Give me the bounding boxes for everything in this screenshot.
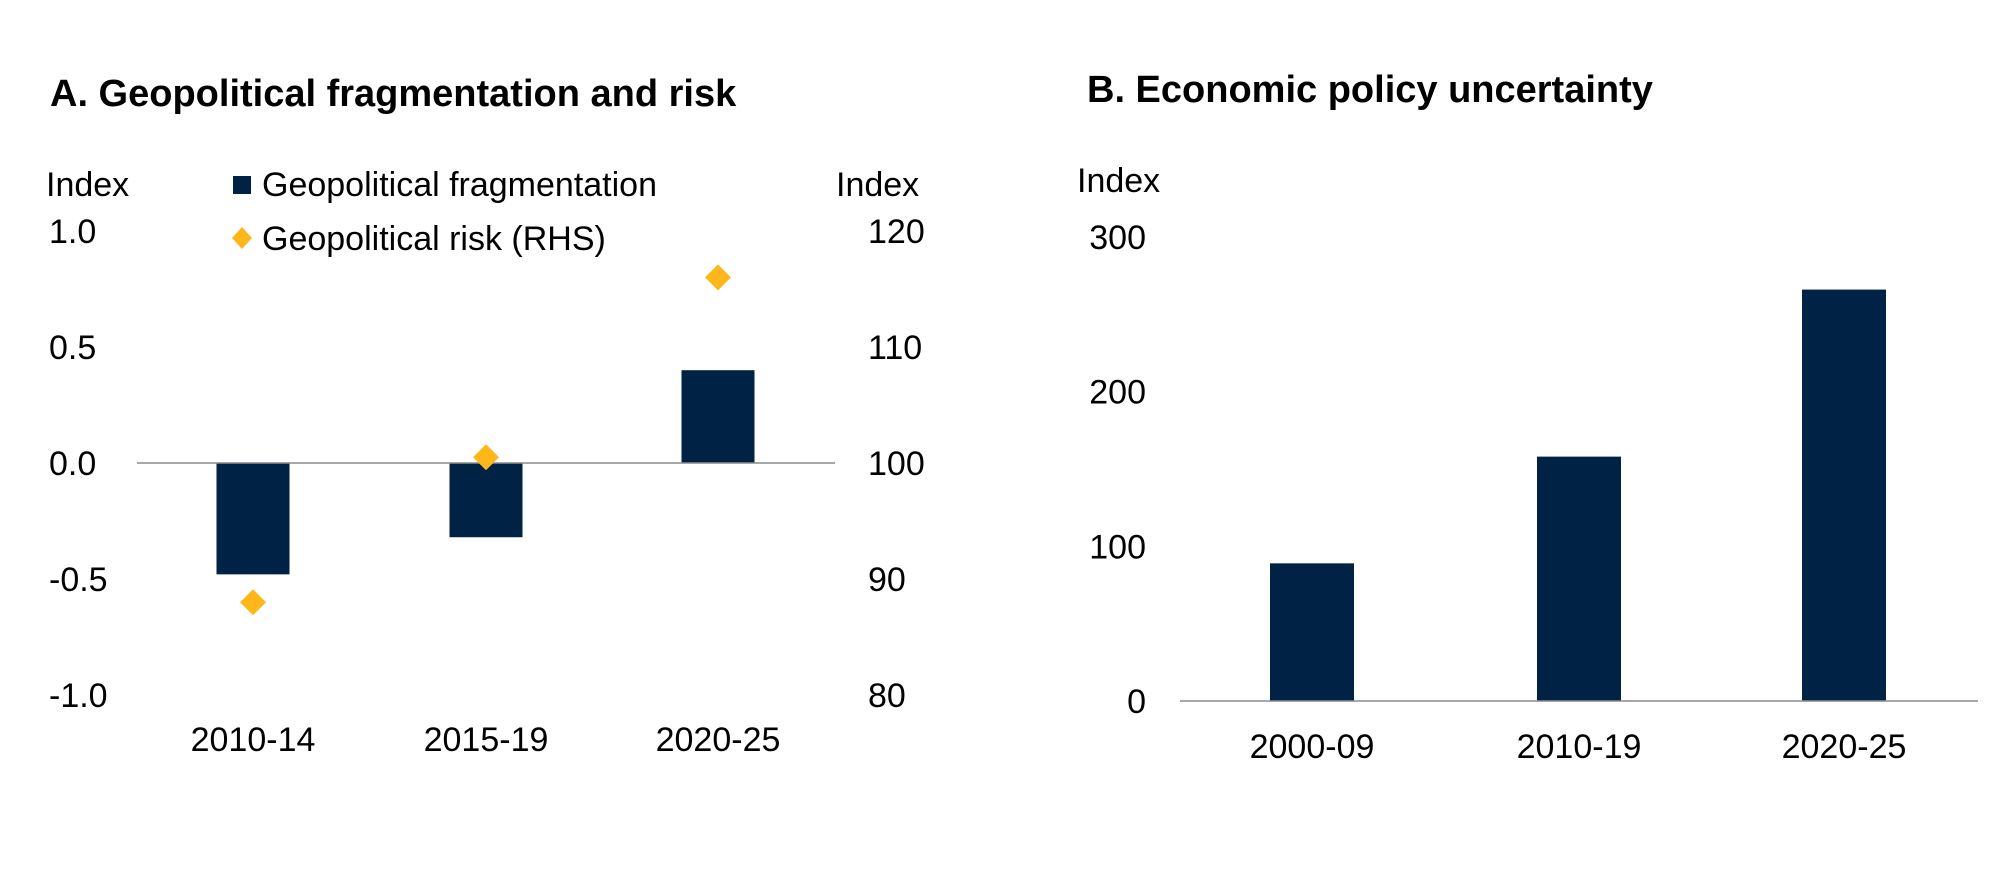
- chart-a-risk-marker: [240, 589, 266, 616]
- chart-b-tick: 0: [1127, 683, 1146, 721]
- chart-b-title: B. Economic policy uncertainty: [1087, 69, 1653, 111]
- chart-b-tick: 300: [1089, 219, 1146, 257]
- chart-a-risk-marker: [705, 264, 731, 291]
- chart-b-bar: [1270, 563, 1354, 701]
- legend-risk-label: Geopolitical risk (RHS): [262, 220, 606, 258]
- chart-a-markers: [240, 264, 731, 616]
- chart-a-right-tick: 110: [868, 329, 922, 367]
- chart-a-ticks: 1.0 0.5 0.0 -0.5 -1.0 120 110 100 90 80: [49, 213, 925, 715]
- chart-a-right-tick: 80: [868, 677, 906, 715]
- chart-b-bar: [1802, 289, 1886, 701]
- chart-a-right-tick: 90: [868, 561, 906, 599]
- chart-a-title: A. Geopolitical fragmentation and risk: [50, 73, 737, 115]
- chart-b-bar: [1537, 456, 1621, 701]
- chart-b-xtick: 2000-09: [1250, 728, 1375, 766]
- chart-b-xtick: 2020-25: [1782, 728, 1907, 766]
- chart-a-xtick: 2010-14: [191, 721, 316, 759]
- chart-a-right-tick: 100: [868, 445, 925, 483]
- chart-a-left-tick: 0.0: [49, 445, 96, 483]
- chart-b-ticks: 300 200 100 0: [1089, 219, 1146, 721]
- chart-a-left-tick: -1.0: [49, 677, 108, 715]
- chart-a-bar: [681, 370, 755, 463]
- chart-a-bar: [449, 463, 523, 538]
- legend-fragmentation-label: Geopolitical fragmentation: [262, 166, 657, 204]
- chart-b-tick: 100: [1089, 528, 1146, 566]
- chart-a-xlabels: 2010-14 2015-19 2020-25: [191, 721, 781, 759]
- chart-a-left-tick: 1.0: [49, 213, 96, 251]
- chart-b-bars: [1270, 289, 1886, 701]
- chart-b-xtick: 2010-19: [1517, 728, 1642, 766]
- chart-b-xlabels: 2000-09 2010-19 2020-25: [1250, 728, 1907, 766]
- chart-a-left-tick: 0.5: [49, 329, 96, 367]
- chart-a-xtick: 2015-19: [424, 721, 549, 759]
- chart-b-tick: 200: [1089, 374, 1146, 412]
- legend-bar-swatch: [233, 176, 251, 194]
- legend-diamond-swatch: [232, 227, 252, 249]
- chart-a-risk-marker: [473, 444, 499, 471]
- chart-a-left-axis-label: Index: [46, 166, 129, 204]
- chart-b-axis-label: Index: [1077, 162, 1160, 200]
- chart-a-right-axis-label: Index: [836, 166, 919, 204]
- chart-a-left-tick: -0.5: [49, 561, 108, 599]
- chart-a-right-tick: 120: [868, 213, 925, 251]
- chart-a-bars: [216, 370, 755, 575]
- chart-a-xtick: 2020-25: [656, 721, 781, 759]
- chart-a-bar: [216, 463, 290, 575]
